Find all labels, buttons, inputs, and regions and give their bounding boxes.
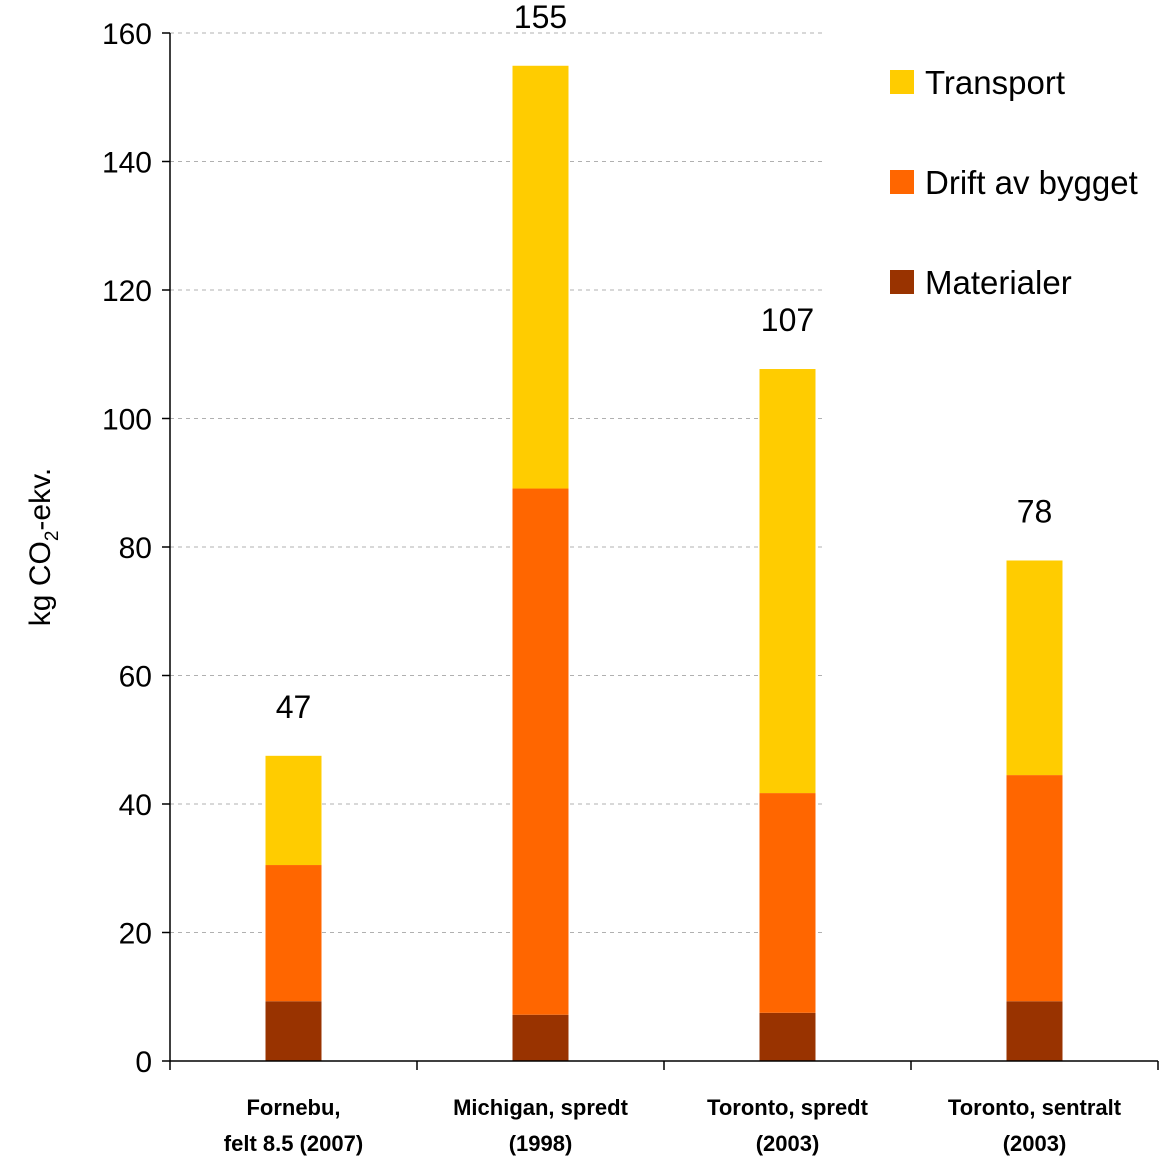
x-category-label-line: Toronto, sentralt bbox=[948, 1095, 1122, 1120]
legend: Transport Drift av bygget Materialer bbox=[890, 64, 1138, 301]
x-category-label-line: (2003) bbox=[756, 1131, 820, 1156]
bar-segment-drift-av-bygget bbox=[759, 793, 816, 1013]
y-tick-label: 20 bbox=[119, 918, 152, 951]
x-category-label-line: felt 8.5 (2007) bbox=[224, 1131, 363, 1156]
y-axis-title-prefix: kg CO bbox=[24, 541, 57, 626]
y-axis-title: kg CO2-ekv. bbox=[24, 468, 63, 626]
bar-total-label: 78 bbox=[1017, 493, 1053, 529]
bar-segment-transport bbox=[1006, 560, 1063, 776]
bar-segment-transport bbox=[512, 65, 569, 489]
x-category-label: Toronto, spredt (2003) bbox=[707, 1095, 869, 1156]
bar-segment-materialer bbox=[1006, 1001, 1063, 1061]
bar-segment-drift-av-bygget bbox=[512, 488, 569, 1015]
y-tick-label: 0 bbox=[135, 1046, 152, 1079]
x-category-label-line: Michigan, spredt bbox=[453, 1095, 628, 1120]
gridlines bbox=[170, 32, 825, 933]
legend-label: Transport bbox=[925, 64, 1065, 101]
labels: 0 20 40 60 80 100 120 140 160 47 Fornebu, felt 8.5 … bbox=[24, 0, 1122, 1156]
legend-swatch-transport bbox=[890, 70, 914, 94]
bar-total-label: 107 bbox=[761, 302, 814, 338]
bar-segment-drift-av-bygget bbox=[1006, 775, 1063, 1002]
legend-swatch-materialer bbox=[890, 270, 914, 294]
y-tick-label: 160 bbox=[102, 18, 152, 51]
x-category-label-line: (1998) bbox=[509, 1131, 573, 1156]
bar-segment-drift-av-bygget bbox=[265, 865, 322, 1002]
x-category-label: Michigan, spredt (1998) bbox=[453, 1095, 628, 1156]
x-category-label-line: (2003) bbox=[1003, 1131, 1067, 1156]
bar-segment-materialer bbox=[512, 1014, 569, 1061]
x-category-label-line: Fornebu, bbox=[246, 1095, 340, 1120]
y-tick-label: 40 bbox=[119, 789, 152, 822]
x-category-label: Toronto, sentralt (2003) bbox=[948, 1095, 1122, 1156]
x-category-label: Fornebu, felt 8.5 (2007) bbox=[224, 1095, 363, 1156]
axes bbox=[162, 32, 1159, 1070]
legend-swatch-drift-av-bygget bbox=[890, 170, 914, 194]
y-tick-label: 100 bbox=[102, 404, 152, 437]
y-axis-title-subscript: 2 bbox=[42, 531, 63, 542]
y-tick-label: 140 bbox=[102, 147, 152, 180]
legend-label: Drift av bygget bbox=[925, 164, 1138, 201]
legend-label: Materialer bbox=[925, 264, 1072, 301]
bar-total-label: 155 bbox=[514, 0, 567, 35]
y-tick-label: 120 bbox=[102, 275, 152, 308]
bar-segment-transport bbox=[759, 369, 816, 794]
bar-segment-materialer bbox=[759, 1012, 816, 1061]
y-tick-label: 60 bbox=[119, 661, 152, 694]
bar-total-label: 47 bbox=[276, 689, 312, 725]
bar-segment-materialer bbox=[265, 1001, 322, 1061]
bars bbox=[265, 65, 1063, 1061]
y-axis-title-suffix: -ekv. bbox=[24, 468, 57, 531]
y-tick-label: 80 bbox=[119, 532, 152, 565]
x-category-label-line: Toronto, spredt bbox=[707, 1095, 869, 1120]
bar-segment-transport bbox=[265, 755, 322, 866]
